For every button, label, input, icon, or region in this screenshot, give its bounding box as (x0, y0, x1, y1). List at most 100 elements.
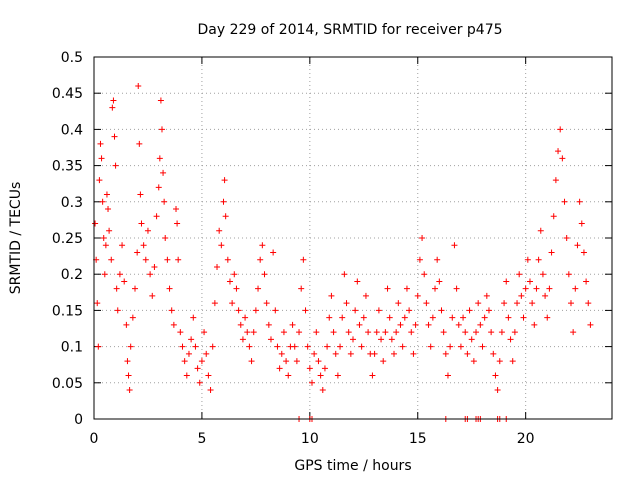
x-tick-label: 0 (90, 431, 99, 447)
data-point (270, 249, 277, 256)
data-point (168, 307, 175, 314)
data-point (164, 256, 171, 263)
data-point (427, 343, 434, 350)
data-point (293, 358, 300, 365)
data-point (375, 307, 382, 314)
data-point (96, 177, 103, 184)
y-tick-label: 0.1 (61, 340, 83, 356)
data-point (205, 372, 212, 379)
data-point (283, 358, 290, 365)
data-point (514, 300, 521, 307)
data-point (237, 321, 244, 328)
data-point (198, 358, 205, 365)
data-point (503, 278, 510, 285)
data-point (542, 292, 549, 299)
data-point (201, 329, 208, 336)
data-point (324, 343, 331, 350)
data-point (105, 206, 112, 213)
data-point (567, 300, 574, 307)
y-tick-label: 0.25 (52, 231, 83, 247)
data-point (108, 256, 115, 263)
data-point (382, 329, 389, 336)
data-point (391, 350, 398, 357)
data-point (244, 329, 251, 336)
data-point (449, 314, 456, 321)
data-point (134, 249, 141, 256)
data-point (455, 321, 462, 328)
data-point (255, 285, 262, 292)
data-point (520, 314, 527, 321)
data-point (524, 256, 531, 263)
data-point (369, 372, 376, 379)
data-point (328, 292, 335, 299)
data-point (522, 285, 529, 292)
data-point (395, 300, 402, 307)
data-point (479, 343, 486, 350)
data-point (280, 329, 287, 336)
data-point (470, 358, 477, 365)
data-point (412, 321, 419, 328)
data-point (401, 314, 408, 321)
data-point (531, 321, 538, 328)
data-point (410, 350, 417, 357)
data-point (321, 365, 328, 372)
data-point (343, 300, 350, 307)
data-point (460, 314, 467, 321)
data-point (160, 169, 167, 176)
data-point (529, 300, 536, 307)
data-point (406, 307, 413, 314)
data-point (135, 82, 142, 89)
data-point (98, 155, 105, 162)
data-point (345, 329, 352, 336)
data-point (248, 358, 255, 365)
data-point (475, 300, 482, 307)
data-point (403, 285, 410, 292)
data-point (185, 350, 192, 357)
data-point (317, 372, 324, 379)
data-point (533, 285, 540, 292)
data-point (416, 256, 423, 263)
data-point (421, 271, 428, 278)
y-tick-label: 0.2 (61, 267, 83, 283)
data-point (509, 358, 516, 365)
data-point (289, 321, 296, 328)
data-point (408, 329, 415, 336)
data-point (222, 213, 229, 220)
data-point (319, 387, 326, 394)
data-point (239, 336, 246, 343)
y-tick-label: 0.3 (61, 195, 83, 211)
data-point (181, 358, 188, 365)
y-tick-label: 0.35 (52, 159, 83, 175)
y-tick-label: 0.4 (61, 122, 83, 138)
data-point (384, 285, 391, 292)
data-point (580, 249, 587, 256)
data-point (498, 329, 505, 336)
data-point (188, 336, 195, 343)
data-point (492, 372, 499, 379)
data-point (156, 155, 163, 162)
data-point (224, 256, 231, 263)
y-axis-label: SRMTID / TECUs (8, 182, 24, 295)
data-point (334, 372, 341, 379)
data-point (132, 285, 139, 292)
data-point (220, 198, 227, 205)
data-point (296, 329, 303, 336)
data-point (570, 329, 577, 336)
data-point (414, 292, 421, 299)
data-point (326, 314, 333, 321)
data-point (438, 307, 445, 314)
data-point (124, 358, 131, 365)
data-point (137, 191, 144, 198)
data-point (123, 321, 130, 328)
data-point (99, 198, 106, 205)
data-point (190, 314, 197, 321)
data-point (151, 263, 158, 270)
data-point (114, 307, 121, 314)
data-point (481, 314, 488, 321)
data-point (432, 285, 439, 292)
data-point (302, 307, 309, 314)
data-point (306, 365, 313, 372)
data-point (177, 329, 184, 336)
x-tick-label: 5 (197, 431, 206, 447)
